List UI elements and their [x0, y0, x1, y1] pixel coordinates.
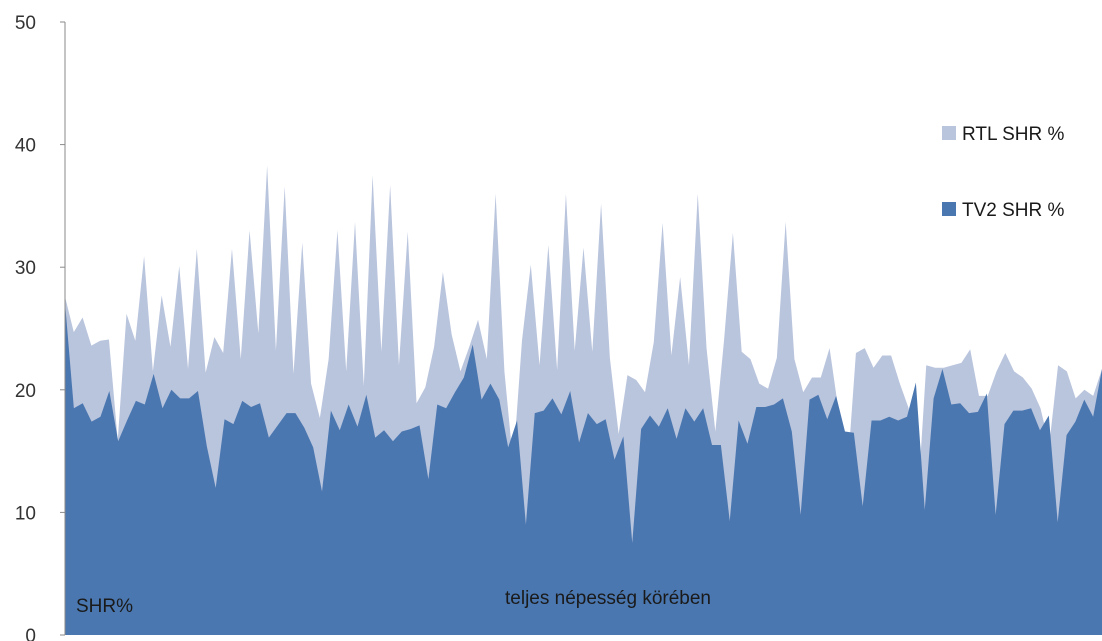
y-axis: 0 10 20 30 40 50	[15, 13, 66, 641]
y-tick-label: 10	[15, 503, 36, 524]
y-tick-label: 0	[25, 626, 36, 641]
y-tick-label: 20	[15, 381, 36, 402]
legend-swatch-rtl	[942, 126, 956, 140]
legend-label-rtl: RTL SHR %	[962, 124, 1065, 145]
legend-label-tv2: TV2 SHR %	[962, 200, 1065, 221]
series-area-tv2	[65, 302, 1102, 635]
legend-swatch-tv2	[942, 202, 956, 216]
center-annotation: teljes népesség körében	[505, 588, 711, 609]
plot-area	[65, 165, 1102, 635]
y-tick-label: 50	[15, 13, 36, 34]
y-tick-label: 40	[15, 136, 36, 157]
y-tick-label: 30	[15, 258, 36, 279]
legend: RTL SHR % TV2 SHR %	[942, 124, 1065, 221]
corner-annotation: SHR%	[76, 596, 133, 617]
